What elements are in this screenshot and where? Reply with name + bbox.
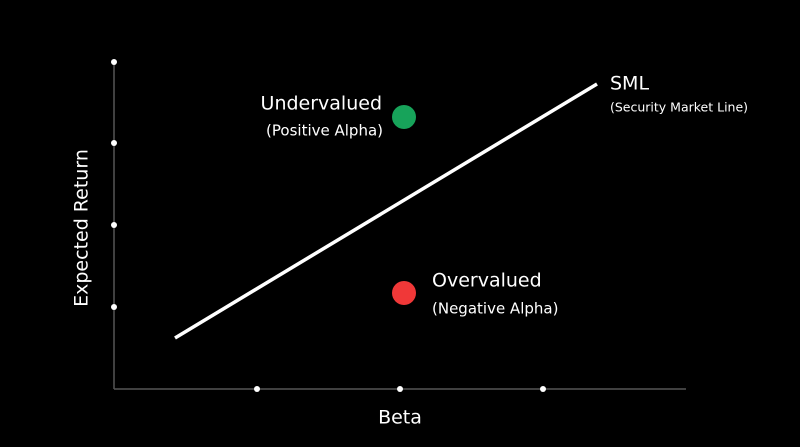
axis-dot bbox=[254, 386, 260, 392]
sml-line bbox=[174, 82, 598, 340]
axis-dot bbox=[111, 222, 117, 228]
axis-dot bbox=[397, 386, 403, 392]
x-axis-label: Beta bbox=[378, 407, 422, 429]
axis-dot bbox=[111, 59, 117, 65]
axis-dot bbox=[111, 304, 117, 310]
node-label: Undervalued bbox=[261, 93, 382, 115]
node-sublabel: (Positive Alpha) bbox=[266, 122, 383, 140]
undervalued-point bbox=[392, 105, 416, 129]
line-label: SML bbox=[610, 73, 649, 95]
axis-dot bbox=[540, 386, 546, 392]
line-sublabel: (Security Market Line) bbox=[610, 100, 748, 115]
overvalued-point bbox=[392, 281, 416, 305]
node-sublabel: (Negative Alpha) bbox=[432, 300, 558, 318]
node-label: Overvalued bbox=[432, 270, 542, 292]
y-axis-label: Expected Return bbox=[71, 149, 93, 307]
axis-dot bbox=[111, 140, 117, 146]
axis-dots bbox=[111, 59, 546, 392]
